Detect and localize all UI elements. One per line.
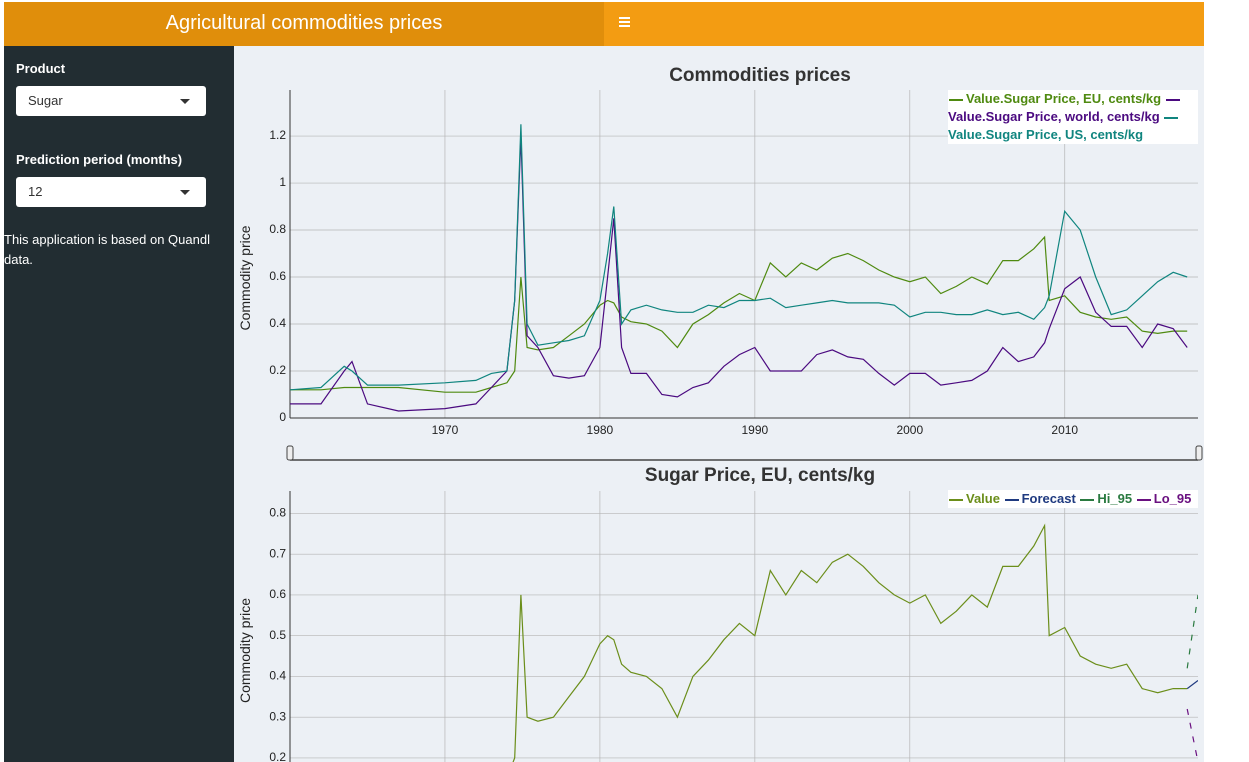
legend-swatch [1080,498,1095,501]
legend: Value Forecast Hi_95 Lo_95 [948,490,1198,508]
legend-label[interactable]: Lo_95 [1153,491,1192,506]
range-handle[interactable] [1195,445,1203,461]
period-select[interactable]: 12 [16,177,206,207]
x-tick-label: 1970 [432,423,459,437]
series-line [290,136,1188,412]
y-tick-label: 0.6 [269,587,286,601]
product-select[interactable]: Sugar [16,86,206,116]
x-tick-label: 2000 [896,423,923,437]
series-line [290,124,1188,391]
chart-title: Sugar Price, EU, cents/kg [645,465,875,486]
note: This application is based on Quandl data… [4,232,210,267]
chart-title: Commodities prices [669,65,851,86]
legend-swatch [949,498,963,501]
y-tick-label: 1 [279,175,286,189]
legend-label[interactable]: Value.Sugar Price, EU, cents/kg [966,91,1162,106]
x-tick-label: 2010 [1051,423,1078,437]
range-handle[interactable] [286,445,294,461]
y-tick-label: 0.6 [269,269,286,283]
y-tick-label: 1.2 [269,128,286,142]
y-tick-label: 0.7 [269,546,286,560]
legend-label[interactable]: Value [966,491,1000,506]
legend-label[interactable]: Value.Sugar Price, world, cents/kg [948,109,1160,124]
header-title: Agricultural commodities prices [4,2,604,46]
y-tick-label: 0.3 [269,709,286,723]
y-tick-label: 0.4 [269,669,286,683]
series-line [1186,680,1198,690]
legend-swatch [949,98,963,101]
y-tick-label: 0.2 [269,363,286,377]
legend-label[interactable]: Forecast [1021,491,1076,506]
y-tick-label: 0.2 [269,750,286,762]
series-line [290,235,1188,393]
menu-toggle[interactable] [619,17,633,29]
legend-label[interactable]: Value.Sugar Price, US, cents/kg [948,127,1144,142]
series-line [1186,708,1198,762]
header-bar [604,2,1204,46]
y-tick-label: 0.5 [269,628,286,642]
period-label: Prediction period (months) [16,152,183,167]
sidebar: Product Sugar Prediction period (months)… [4,46,234,762]
legend-swatch [1165,98,1180,101]
main-panel [234,46,1204,762]
series-line [1186,594,1198,669]
y-tick-label: 0.4 [269,316,286,330]
y-axis-title: Commodity price [237,598,253,703]
series-line [512,523,1188,762]
legend: Value.Sugar Price, EU, cents/kg Value.Su… [948,90,1198,144]
x-tick-label: 1980 [587,423,614,437]
y-tick-label: 0.8 [269,506,286,520]
product-label: Product [16,61,66,76]
legend-swatch [1136,498,1151,501]
y-axis-title: Commodity price [237,225,253,330]
legend-label[interactable]: Hi_95 [1097,491,1133,506]
x-tick-label: 1990 [741,423,768,437]
y-tick-label: 0.8 [269,222,286,236]
y-tick-label: 0 [279,410,286,424]
legend-swatch [1004,498,1019,501]
legend-swatch [1164,116,1179,119]
